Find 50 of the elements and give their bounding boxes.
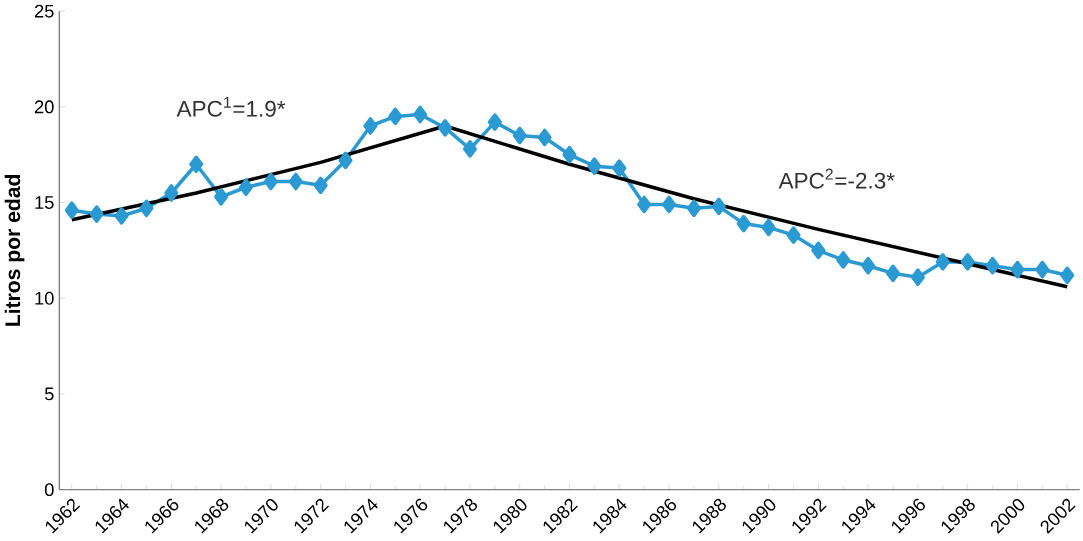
- point: [587, 157, 602, 175]
- point: [1010, 260, 1025, 279]
- point: [910, 268, 925, 286]
- point: [537, 128, 552, 147]
- point: [487, 113, 502, 131]
- point: [1060, 266, 1075, 284]
- point: [686, 199, 701, 217]
- point: [836, 251, 851, 269]
- point: [238, 178, 254, 196]
- point: [861, 256, 876, 275]
- y-axis-title: Litros por edad: [4, 174, 25, 326]
- point: [885, 264, 901, 283]
- y-tick-label: 5: [44, 387, 54, 401]
- point: [189, 155, 204, 173]
- point: [512, 126, 527, 145]
- point: [985, 256, 1000, 275]
- point: [438, 118, 453, 137]
- point: [1035, 260, 1050, 279]
- point: [662, 195, 677, 214]
- point: [786, 226, 801, 244]
- y-tick-label: 20: [34, 100, 54, 114]
- point: [562, 145, 577, 164]
- point: [935, 252, 950, 271]
- point: [64, 201, 79, 219]
- point: [811, 241, 826, 260]
- point: [288, 172, 303, 191]
- y-tick-label: 10: [35, 291, 54, 305]
- point: [89, 205, 104, 223]
- point: [960, 252, 975, 271]
- point: [164, 184, 179, 202]
- point: [637, 195, 652, 214]
- point: [413, 105, 428, 124]
- annotation: APC$^{1}$=1.9*: [176, 96, 286, 117]
- annotation: APC$^{2}$=-2.3*: [778, 168, 895, 189]
- point: [462, 140, 477, 158]
- y-tick-label: 25: [34, 4, 54, 18]
- y-tick-label: 15: [35, 196, 54, 209]
- point: [338, 151, 353, 170]
- point: [736, 214, 751, 233]
- point: [139, 199, 154, 217]
- y-tick-label: 0: [44, 483, 54, 496]
- point: [761, 218, 776, 237]
- point: [363, 117, 378, 135]
- point: [114, 207, 129, 225]
- point: [313, 176, 328, 194]
- point: [388, 107, 403, 126]
- point: [711, 197, 726, 216]
- point: [263, 172, 278, 191]
- point: [612, 159, 627, 177]
- point: [214, 187, 229, 206]
